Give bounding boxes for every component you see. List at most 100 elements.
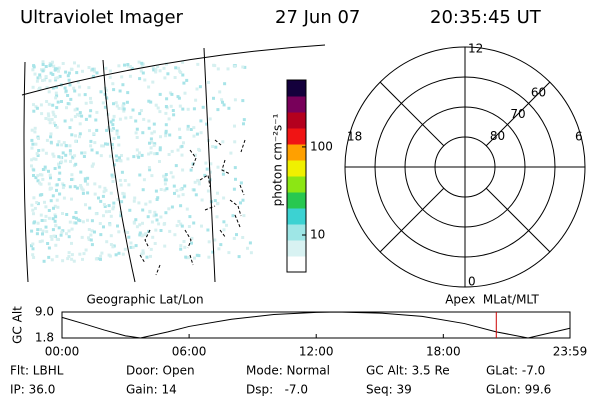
pixel	[193, 180, 197, 184]
pixel	[186, 107, 190, 111]
pixel	[102, 225, 105, 229]
pixel	[164, 131, 168, 135]
pixel	[76, 80, 80, 84]
info-field: Mode: Normal	[246, 364, 330, 378]
pixel	[241, 236, 245, 239]
pixel	[119, 183, 123, 187]
pixel	[192, 188, 196, 192]
pixel	[47, 102, 51, 106]
pixel	[116, 224, 119, 228]
pixel	[67, 71, 71, 75]
pixel	[108, 69, 112, 73]
hour-label: 18	[347, 130, 362, 144]
pixel	[48, 121, 52, 125]
pixel	[39, 103, 43, 107]
pixel	[109, 214, 113, 218]
pixel	[196, 178, 200, 182]
hour-label: 6	[575, 130, 583, 144]
pixel	[114, 101, 118, 105]
pixel	[216, 165, 220, 169]
pixel	[233, 166, 237, 170]
pixel	[181, 73, 185, 77]
pixel	[164, 123, 168, 127]
pixel	[82, 252, 86, 256]
pixel	[141, 221, 144, 225]
pixel	[99, 257, 102, 261]
pixel	[141, 188, 145, 192]
pixel	[176, 148, 180, 152]
contour	[139, 139, 246, 276]
pixel	[73, 154, 77, 158]
pixel	[176, 95, 180, 99]
pixel	[58, 74, 62, 78]
pixel	[192, 221, 196, 225]
pixel	[86, 182, 90, 186]
pixel	[111, 146, 115, 150]
pixel	[184, 255, 188, 259]
pixel	[54, 96, 58, 100]
pixel	[212, 63, 216, 67]
pixel	[159, 215, 163, 219]
pixel	[186, 127, 190, 131]
pixel	[248, 241, 252, 245]
pixel	[142, 117, 146, 121]
pixel	[48, 79, 52, 83]
pixel	[153, 242, 157, 245]
pixel	[142, 178, 146, 182]
pixel	[41, 229, 45, 233]
pixel	[181, 60, 185, 64]
pixel	[70, 67, 74, 71]
pixel	[47, 246, 51, 250]
pixel	[246, 246, 249, 250]
pixel	[204, 161, 208, 165]
pixel	[194, 153, 197, 157]
altitude-line	[61, 311, 571, 339]
pixel	[147, 229, 151, 233]
pixel	[103, 186, 107, 190]
date: 27 Jun 07	[275, 7, 360, 28]
pixel	[163, 188, 167, 192]
pixel	[48, 186, 52, 190]
pixel	[65, 106, 68, 110]
pixel	[68, 152, 72, 156]
pixel	[138, 151, 141, 155]
pixel	[154, 67, 158, 71]
pixel	[115, 131, 119, 135]
y-tick-label: 9.0	[35, 305, 54, 319]
pixel	[158, 110, 162, 114]
pixel	[43, 78, 47, 82]
pixel	[78, 111, 82, 115]
pixel	[118, 159, 122, 162]
pixel	[100, 251, 104, 255]
pixel	[233, 98, 237, 102]
map-line	[21, 44, 326, 96]
pixel	[87, 66, 91, 69]
pixel	[117, 156, 121, 160]
info-field: Seq: 39	[366, 383, 412, 397]
pixel	[54, 76, 58, 80]
pixel	[72, 215, 76, 219]
pixel	[31, 68, 35, 72]
pixel	[75, 71, 79, 75]
pixel	[91, 67, 95, 71]
pixel	[147, 126, 151, 130]
pixel	[165, 187, 169, 191]
pixel	[134, 244, 138, 248]
pixel	[110, 173, 114, 177]
pixel	[109, 243, 113, 246]
pixel	[73, 115, 77, 118]
pixel	[58, 171, 62, 175]
pixel	[150, 131, 154, 135]
pixel	[187, 225, 191, 228]
pixel	[232, 187, 236, 191]
pixel	[57, 140, 61, 144]
pixel	[153, 152, 157, 156]
pixel	[102, 214, 105, 218]
pixel	[111, 82, 115, 86]
pixel	[53, 204, 57, 208]
pixel	[45, 230, 49, 234]
pixel	[61, 62, 65, 65]
pixel	[108, 223, 112, 227]
pixel	[74, 216, 78, 220]
pixel	[117, 135, 121, 139]
